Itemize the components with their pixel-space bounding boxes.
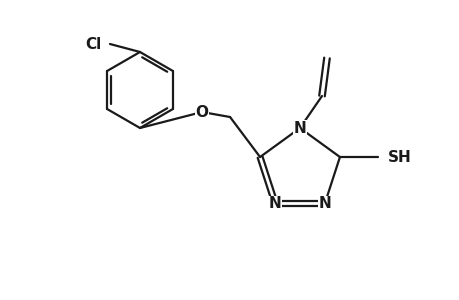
Text: N: N xyxy=(269,196,281,211)
Text: N: N xyxy=(318,196,330,211)
Text: SH: SH xyxy=(387,149,411,164)
Text: N: N xyxy=(293,121,306,136)
Text: Cl: Cl xyxy=(85,37,102,52)
Text: O: O xyxy=(195,104,208,119)
